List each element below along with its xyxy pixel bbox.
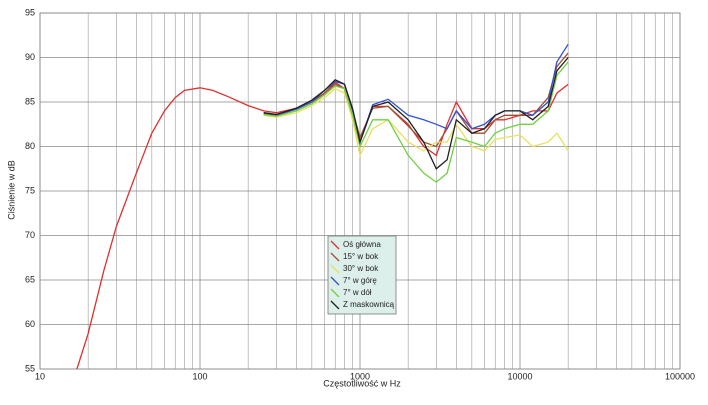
y-tick-label: 60 [25, 319, 35, 329]
series-line [263, 57, 569, 170]
legend-swatch [330, 288, 340, 298]
series-line [263, 61, 569, 183]
legend-box [327, 235, 397, 315]
legend-label: 15° w bok [343, 252, 379, 261]
legend-swatch [330, 264, 340, 274]
y-tick-label: 90 [25, 52, 35, 62]
y-tick-label: 95 [25, 7, 35, 17]
legend-swatch [330, 240, 340, 250]
legend-swatch [330, 300, 340, 310]
x-tick-label: 100000 [665, 371, 695, 381]
x-tick-label: 10000 [507, 371, 532, 381]
legend-label: Z maskownicą [343, 300, 395, 309]
y-axis-title: Ciśnienie w dB [6, 160, 16, 220]
y-tick-label: 85 [25, 96, 35, 106]
legend-label: 30° w bok [343, 264, 379, 273]
series-line [263, 87, 569, 158]
legend-label: 7° w dół [343, 288, 372, 297]
legend-label: 7° w górę [343, 276, 377, 285]
x-tick-label: 10 [35, 371, 45, 381]
legend-swatch [330, 276, 340, 286]
y-tick-label: 65 [25, 274, 35, 284]
y-tick-label: 70 [25, 230, 35, 240]
y-tick-label: 80 [25, 141, 35, 151]
legend-swatch [330, 252, 340, 262]
legend: Oś główna 15° w bok 30° w bok 7° w górę 7° w… [327, 235, 397, 315]
legend-label: Oś główna [343, 240, 381, 249]
y-tick-label: 55 [25, 363, 35, 373]
y-tick-label: 75 [25, 185, 35, 195]
x-axis-title: Częstotliwość w Hz [323, 378, 401, 388]
x-tick-label: 1000 [350, 371, 370, 381]
x-tick-label: 100 [192, 371, 207, 381]
